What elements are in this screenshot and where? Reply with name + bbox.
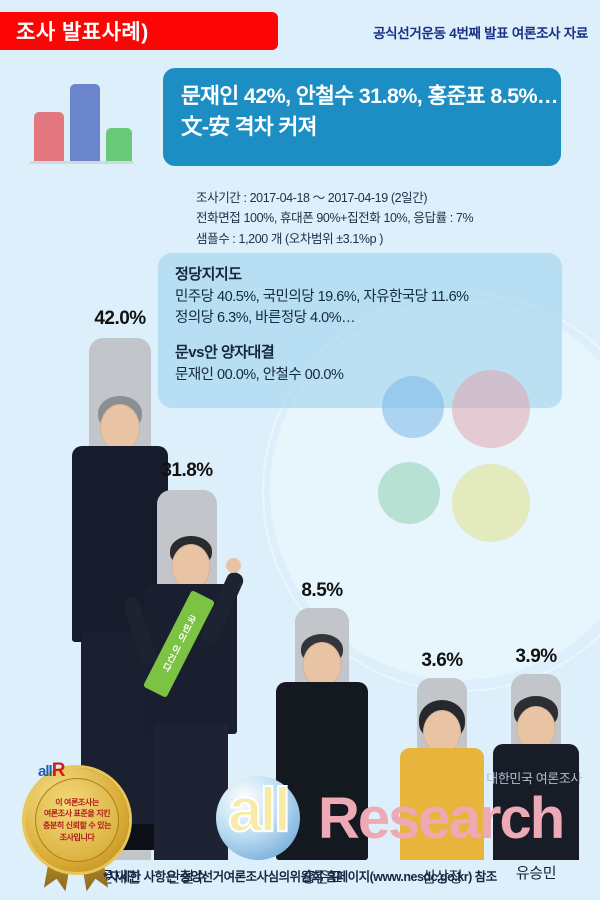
bar-icon-green (106, 128, 132, 164)
candidate-photo-2: 국민이 이긴다 (126, 532, 256, 860)
candidate-name-3: 홍준표 (301, 869, 343, 886)
brand-logo: all Research 대한민국 여론조사 (214, 766, 586, 862)
candidate-photo-5 (488, 694, 584, 860)
headline-line-1: 문재인 42%, 안철수 31.8%, 홍준표 8.5%… (181, 84, 559, 108)
title-banner: 조사 발표사례) (0, 12, 278, 50)
seal-line-4: 조사입니다 (59, 832, 95, 842)
suit-jacket (493, 744, 579, 860)
jacket (400, 748, 484, 860)
decor-circle-blue (382, 376, 444, 438)
candidate-column-5: 3.9% 유승민 (492, 646, 588, 900)
trousers (154, 724, 228, 860)
bar-icon-red (34, 112, 64, 164)
survey-period: 조사기간 : 2017-04-18 ～ 2017-04-19 (2일간) (196, 191, 428, 205)
brand-sphere-icon (216, 776, 300, 860)
candidate-name-4: 심상정 (421, 869, 463, 886)
seal-logo: allR (38, 760, 66, 782)
candidate-pct-5: 3.9% (515, 646, 557, 667)
brand-tagline: 대한민국 여론조사 (486, 771, 582, 786)
candidate-photo-4 (394, 698, 490, 860)
head (171, 544, 211, 590)
brand-all-text: all (227, 776, 292, 845)
head (423, 710, 461, 754)
candidate-pct-2: 31.8% (161, 460, 213, 481)
seal-line-3: 충분히 신뢰할 수 있는 (42, 821, 112, 830)
party-support-line-1: 민주당 40.5%, 국민의당 19.6%, 자유한국당 11.6% (175, 288, 469, 305)
title-banner-text: 조사 발표사례) (16, 21, 149, 44)
headline-box: 문재인 42%, 안철수 31.8%, 홍준표 8.5%… 文-安 격차 커져 (163, 68, 561, 166)
decor-circle-pink (452, 370, 530, 448)
candidate-name-1: 문재인 (99, 869, 141, 886)
candidate-pct-4: 3.6% (421, 650, 463, 671)
candidate-name-2: 안철수 (166, 869, 208, 886)
seal-logo-all: all (38, 763, 53, 780)
headline-line-2: 文-安 격차 커져 (181, 114, 317, 139)
seal-logo-r: R (51, 760, 66, 781)
raised-fist (226, 558, 241, 573)
bar-icon-blue (70, 84, 100, 164)
disclaimer-text: *자세한 사항은 중앙선거여론조사심의위원회 홈페이지(www.nesdc.go… (103, 870, 497, 884)
seal-line-1: 이 여론조사는 (55, 797, 99, 807)
seal-disc: 이 여론조사는 여론조사 표준을 지킨 충분히 신뢰할 수 있는 조사입니다 (25, 768, 129, 872)
decor-circle-green (378, 462, 440, 524)
party-support-line-2: 정의당 6.3%, 바른정당 4.0%… (175, 310, 356, 327)
seal-inner: 이 여론조사는 여론조사 표준을 지킨 충분히 신뢰할 수 있는 조사입니다 (35, 778, 119, 862)
candidate-pct-1: 42.0% (94, 308, 146, 329)
head (100, 404, 140, 452)
head-to-head-line: 문재인 00.0%, 안철수 00.0% (175, 366, 344, 383)
party-support-heading: 정당지지도 (175, 266, 242, 283)
survey-method: 전화면접 100%, 휴대폰 90%+집전화 10%, 응답률 : 7% (196, 211, 474, 226)
candidate-column-4: 3.6% 심상정 (398, 650, 494, 900)
seal-line-2: 여론조사 표준을 지킨 (43, 809, 111, 819)
candidate-pct-3: 8.5% (301, 580, 343, 601)
person-silhouette-4 (394, 698, 490, 860)
person-silhouette-2: 국민이 이긴다 (126, 532, 256, 860)
decor-circle-yellow (452, 464, 530, 542)
certification-seal: 이 여론조사는 여론조사 표준을 지킨 충분히 신뢰할 수 있는 조사입니다 a… (16, 760, 142, 892)
candidate-column-2: 31.8% 국민이 이긴다 안철수 (125, 460, 255, 900)
panel-spacer (175, 330, 562, 342)
head (516, 706, 556, 751)
brand-research-text: Research (318, 786, 565, 851)
person-silhouette-5 (488, 694, 584, 860)
head-to-head-heading: 문vs안 양자대결 (175, 344, 275, 361)
bar-chart-icon (28, 78, 136, 170)
survey-meta: 조사기간 : 2017-04-18 ～ 2017-04-19 (2일간) 전화면… (196, 188, 576, 249)
party-support-panel: 정당지지도 민주당 40.5%, 국민의당 19.6%, 자유한국당 11.6%… (158, 253, 562, 408)
header-note: 공식선거운동 4번째 발표 여론조사 자료 (373, 26, 588, 41)
candidate-name-5: 유승민 (515, 865, 557, 882)
survey-sample: 샘플수 : 1,200 개 (오차범위 ±3.1%p ) (196, 231, 384, 246)
bar-icon-baseline (30, 161, 134, 164)
